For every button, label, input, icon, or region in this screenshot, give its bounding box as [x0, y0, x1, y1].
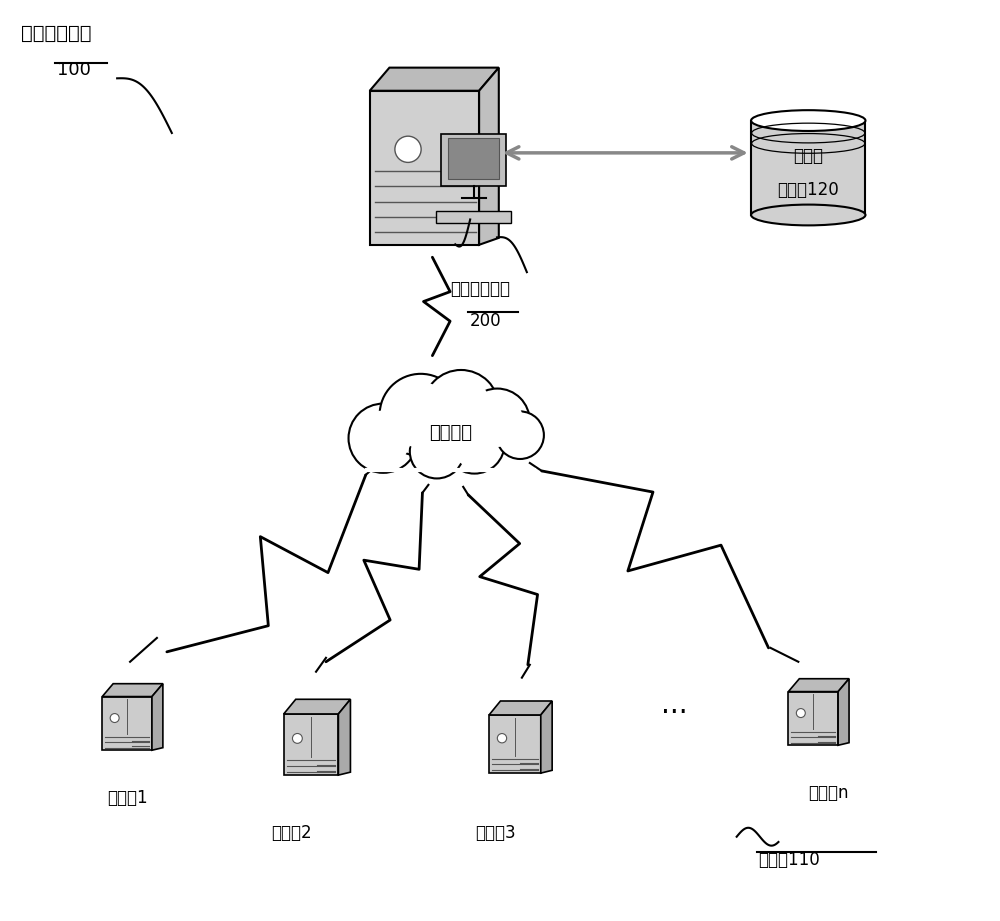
Circle shape: [444, 413, 505, 473]
Circle shape: [496, 412, 544, 459]
Polygon shape: [788, 679, 849, 692]
Circle shape: [465, 389, 530, 453]
Circle shape: [431, 378, 491, 438]
Circle shape: [415, 430, 458, 473]
Polygon shape: [152, 683, 163, 751]
Ellipse shape: [751, 204, 865, 226]
Polygon shape: [370, 91, 479, 245]
Circle shape: [349, 403, 418, 472]
Circle shape: [465, 389, 530, 453]
Polygon shape: [370, 67, 499, 91]
Circle shape: [349, 403, 418, 472]
Text: 服务器110: 服务器110: [759, 851, 820, 869]
Circle shape: [355, 411, 411, 466]
Polygon shape: [489, 715, 541, 773]
Text: ...: ...: [661, 691, 687, 718]
Polygon shape: [102, 696, 152, 751]
Circle shape: [380, 374, 462, 456]
Polygon shape: [441, 134, 506, 186]
Polygon shape: [788, 692, 838, 745]
Circle shape: [496, 412, 544, 459]
Polygon shape: [479, 67, 499, 245]
Text: 负载均衡系统: 负载均衡系统: [21, 24, 91, 42]
Circle shape: [380, 374, 462, 456]
Circle shape: [497, 733, 507, 743]
Text: 服务器1: 服务器1: [107, 789, 148, 807]
Circle shape: [395, 136, 421, 162]
Polygon shape: [448, 138, 499, 179]
Circle shape: [471, 395, 523, 447]
Circle shape: [423, 370, 499, 446]
Text: 储装置120: 储装置120: [777, 181, 839, 199]
Circle shape: [501, 416, 539, 454]
Polygon shape: [284, 699, 350, 714]
Polygon shape: [436, 211, 511, 223]
Text: 200: 200: [470, 312, 502, 330]
Polygon shape: [102, 683, 163, 696]
Polygon shape: [838, 679, 849, 745]
Circle shape: [388, 382, 454, 448]
Polygon shape: [489, 701, 552, 715]
Text: 服务器2: 服务器2: [271, 823, 312, 842]
Circle shape: [796, 708, 805, 717]
Circle shape: [410, 425, 464, 478]
Text: 数据网络: 数据网络: [429, 425, 472, 442]
Text: 服务器n: 服务器n: [808, 784, 849, 802]
Circle shape: [110, 714, 119, 722]
Polygon shape: [338, 699, 350, 775]
Ellipse shape: [751, 111, 865, 131]
Text: 负载均衡设备: 负载均衡设备: [450, 280, 510, 298]
Polygon shape: [541, 701, 552, 773]
Circle shape: [444, 413, 505, 473]
Polygon shape: [284, 714, 338, 775]
Text: 100: 100: [57, 62, 91, 79]
Text: 服务器3: 服务器3: [475, 823, 516, 842]
Circle shape: [410, 425, 464, 478]
Circle shape: [450, 419, 499, 468]
Text: 数据存: 数据存: [793, 146, 823, 165]
Circle shape: [423, 370, 499, 446]
Polygon shape: [751, 121, 865, 215]
Circle shape: [292, 733, 302, 743]
